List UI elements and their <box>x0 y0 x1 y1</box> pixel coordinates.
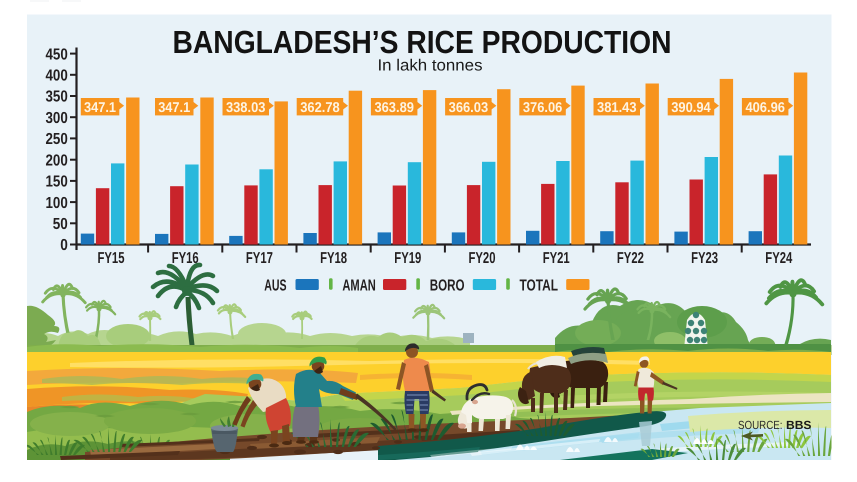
svg-text:0: 0 <box>60 237 68 254</box>
svg-text:BORO: BORO <box>430 277 465 294</box>
svg-text:362.78: 362.78 <box>300 100 340 116</box>
svg-text:FY24: FY24 <box>765 250 792 267</box>
svg-text:50: 50 <box>53 216 68 233</box>
svg-text:450: 450 <box>46 46 68 63</box>
svg-text:400: 400 <box>46 68 68 85</box>
svg-text:In lakh tonnes: In lakh tonnes <box>378 56 483 74</box>
svg-text:250: 250 <box>46 131 68 148</box>
svg-text:406.96: 406.96 <box>745 100 785 116</box>
svg-text:BANGLADESH’S RICE PRODUCTION: BANGLADESH’S RICE PRODUCTION <box>173 24 672 60</box>
svg-text:BBS: BBS <box>786 418 812 432</box>
svg-text:FY17: FY17 <box>246 250 273 267</box>
svg-text:FY18: FY18 <box>320 250 347 267</box>
svg-text:376.06: 376.06 <box>523 100 563 116</box>
svg-text:FY15: FY15 <box>98 250 125 267</box>
svg-text:347.1: 347.1 <box>84 100 116 116</box>
svg-text:150: 150 <box>46 174 68 191</box>
svg-text:AMAN: AMAN <box>342 277 375 294</box>
svg-text:200: 200 <box>46 152 68 169</box>
svg-text:TOTAL: TOTAL <box>520 277 559 294</box>
svg-text:FY22: FY22 <box>617 250 644 267</box>
svg-text:SOURCE:: SOURCE: <box>738 418 783 432</box>
svg-text:300: 300 <box>46 110 68 127</box>
svg-text:390.94: 390.94 <box>671 100 711 116</box>
svg-text:100: 100 <box>46 195 68 212</box>
svg-text:FY23: FY23 <box>691 250 718 267</box>
svg-text:FY20: FY20 <box>469 250 496 267</box>
svg-text:AUS: AUS <box>264 277 287 294</box>
svg-text:347.1: 347.1 <box>158 100 190 116</box>
svg-text:FY16: FY16 <box>172 250 199 267</box>
svg-text:FY19: FY19 <box>394 250 421 267</box>
svg-text:366.03: 366.03 <box>449 100 489 116</box>
svg-text:363.89: 363.89 <box>374 100 414 116</box>
svg-text:338.03: 338.03 <box>226 100 266 116</box>
svg-text:350: 350 <box>46 89 68 106</box>
svg-text:381.43: 381.43 <box>597 100 637 116</box>
svg-text:FY21: FY21 <box>543 250 570 267</box>
